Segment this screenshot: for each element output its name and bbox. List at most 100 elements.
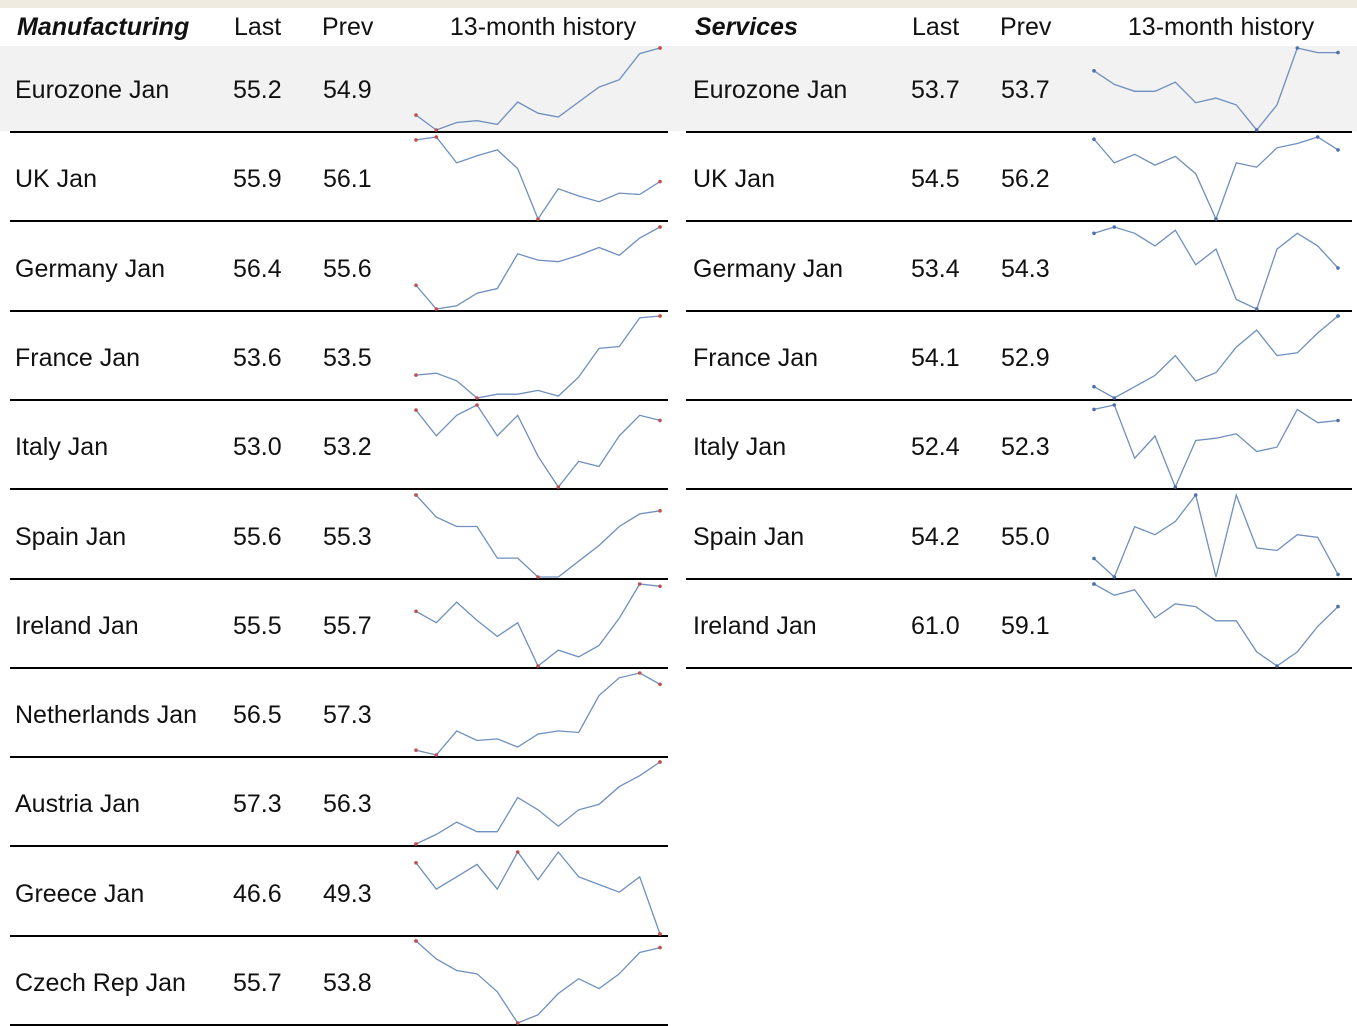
- sparkline-start-marker: [1092, 137, 1096, 142]
- sparkline-low-marker: [536, 574, 540, 579]
- sparkline-high-marker: [414, 939, 418, 943]
- sparkline-series: [1093, 492, 1339, 578]
- sparkline-low-marker: [556, 485, 561, 489]
- sparkline-end-marker: [1336, 50, 1340, 55]
- manufacturing-last-value: 56.4: [233, 254, 282, 283]
- sparkline-series: [415, 47, 661, 131]
- sparkline-end-marker: [658, 584, 662, 588]
- manufacturing-sparkline: [414, 46, 662, 132]
- sparkline-high-marker: [1193, 492, 1198, 497]
- sparkline-series: [415, 672, 661, 756]
- services-last-header: Last: [912, 13, 960, 41]
- sparkline-low-marker: [434, 306, 439, 311]
- row-divider: [686, 220, 1352, 223]
- manufacturing-prev-value: 53.5: [323, 343, 372, 372]
- row-divider: [10, 309, 668, 312]
- row-divider: [686, 131, 1352, 133]
- manufacturing-last-value: 55.7: [233, 969, 282, 997]
- manufacturing-prev-value: 53.8: [323, 969, 372, 997]
- sparkline-start-marker: [414, 138, 418, 142]
- manufacturing-sparkline: [414, 760, 662, 847]
- manufacturing-prev-value: 53.2: [323, 433, 372, 462]
- services-history-header: 13-month history: [1127, 13, 1315, 41]
- manufacturing-sparkline: [414, 224, 662, 311]
- services-row-label: Spain Jan: [693, 522, 805, 551]
- sparkline-start-marker: [414, 113, 418, 117]
- sparkline-low-marker: [658, 931, 662, 936]
- services-prev-value: 59.1: [1001, 611, 1050, 640]
- services-last-value: 52.4: [911, 433, 960, 462]
- row-divider: [10, 666, 668, 669]
- sparkline-start-marker: [414, 609, 418, 613]
- sparkline-end-marker: [658, 682, 662, 687]
- manufacturing-prev-value: 49.3: [323, 879, 372, 908]
- row-divider: [10, 488, 668, 491]
- services-sparkline: [1092, 224, 1340, 311]
- top-band: [0, 0, 1357, 8]
- services-last-value: 61.0: [911, 611, 960, 640]
- sparkline-low-marker: [434, 753, 439, 757]
- services-last-value: 54.2: [911, 522, 960, 551]
- manufacturing-last-value: 55.2: [233, 76, 282, 104]
- manufacturing-last-value: 55.6: [233, 522, 282, 551]
- row-divider: [10, 131, 668, 133]
- manufacturing-row-label: Eurozone Jan: [15, 76, 170, 104]
- sparkline-series: [415, 940, 661, 1024]
- services-prev-value: 52.9: [1001, 343, 1050, 372]
- sparkline-series: [1093, 404, 1339, 489]
- sparkline-high-marker: [1092, 581, 1096, 586]
- services-prev-header: Prev: [1000, 13, 1052, 41]
- sparkline-start-marker: [1092, 407, 1096, 412]
- sparkline-end-marker: [658, 508, 662, 513]
- sparkline-high-marker: [637, 581, 642, 586]
- row-divider: [10, 220, 668, 223]
- services-sparkline: [1092, 314, 1340, 400]
- sparkline-high-marker: [515, 849, 520, 854]
- services-prev-value: 52.3: [1001, 433, 1050, 462]
- sparkline-high-marker: [637, 671, 642, 675]
- services-row-label: UK Jan: [693, 165, 775, 194]
- sparkline-series: [415, 761, 661, 845]
- sparkline-start-marker: [414, 373, 418, 377]
- services-prev-value: 55.0: [1001, 522, 1050, 551]
- sparkline-low-marker: [475, 396, 479, 400]
- sparkline-low-marker: [1112, 574, 1117, 579]
- manufacturing-sparkline: [414, 492, 662, 579]
- sparkline-high-marker: [658, 314, 662, 318]
- sparkline-series: [1093, 136, 1339, 222]
- manufacturing-row-label: UK Jan: [15, 165, 97, 194]
- sparkline-start-marker: [414, 748, 418, 753]
- services-sparkline: [1092, 581, 1340, 668]
- manufacturing-row-label: Spain Jan: [15, 522, 127, 551]
- manufacturing-last-value: 53.6: [233, 343, 282, 372]
- manufacturing-row-label: Austria Jan: [15, 790, 141, 819]
- sparkline-high-marker: [1112, 224, 1117, 229]
- row-divider: [10, 577, 668, 580]
- manufacturing-sparkline: [414, 581, 662, 668]
- services-row-label: Italy Jan: [693, 433, 787, 462]
- manufacturing-prev-value: 55.7: [323, 611, 372, 640]
- row-divider: [10, 398, 668, 401]
- manufacturing-sparkline: [414, 671, 662, 757]
- sparkline-high-marker: [434, 135, 439, 140]
- services-sparkline: [1092, 403, 1340, 489]
- row-divider: [10, 934, 668, 937]
- sparkline-series: [415, 136, 661, 221]
- sparkline-series: [415, 850, 661, 934]
- sparkline-end-marker: [1336, 418, 1340, 423]
- manufacturing-prev-value: 57.3: [323, 701, 372, 730]
- services-sparkline: [1092, 492, 1340, 579]
- sparkline-series: [1093, 583, 1339, 667]
- services-title: Services: [695, 13, 798, 41]
- row-divider: [10, 845, 668, 848]
- row-divider: [686, 488, 1352, 491]
- services-row-label: France Jan: [693, 343, 819, 372]
- manufacturing-prev-value: 55.6: [323, 254, 372, 283]
- sparkline-end-marker: [658, 945, 662, 950]
- sparkline-end-marker: [1336, 572, 1340, 576]
- manufacturing-history-header: 13-month history: [449, 13, 637, 41]
- sparkline-series: [415, 494, 661, 578]
- sparkline-start-marker: [1092, 556, 1096, 560]
- services-sparkline: [1092, 135, 1340, 222]
- sparkline-start-marker: [1092, 69, 1096, 73]
